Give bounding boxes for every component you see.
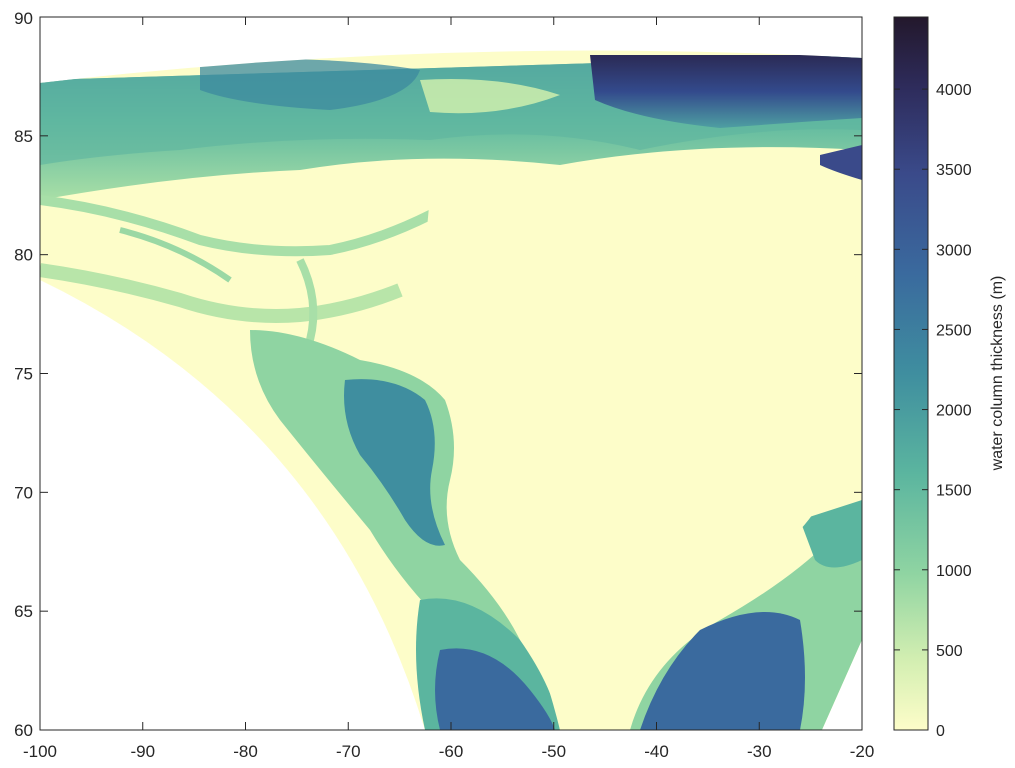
x-tick-label: -90 [130,742,155,761]
bathymetry-field [40,50,862,730]
fram-strait-deep [820,145,862,180]
lomonosov-ridge [420,79,560,114]
y-tick-label: 90 [14,9,33,28]
channel-middle [40,263,403,323]
colorbar-tick-label: 0 [936,723,945,740]
colorbar-tick-label: 1500 [936,483,972,500]
x-tick-label: -60 [439,742,464,761]
colorbar-label: water column thickness (m) [989,276,1006,472]
denmark-strait [800,500,862,568]
x-tick-label: -50 [541,742,566,761]
y-tick-label: 80 [14,246,33,265]
colorbar-ticks: 0 500 1000 1500 2000 2500 3000 3500 4000 [894,82,972,740]
colorbar-tick-label: 500 [936,643,963,660]
labrador-sea-basin [435,648,555,730]
arctic-basin-west [200,58,420,110]
greenland-landmass [426,175,858,730]
colorbar-gradient [894,17,928,730]
y-tick-label: 65 [14,602,33,621]
x-tick-label: -20 [850,742,875,761]
colorbar: 0 500 1000 1500 2000 2500 3000 3500 4000 water c… [893,16,1006,740]
y-tick-label: 75 [14,365,33,384]
baffin-bay-basin [344,379,445,546]
x-axis: -100 -90 -80 -70 -60 -50 -40 -30 -20 [23,17,874,761]
arctic-deep-basin [590,55,862,128]
channel-minor [119,227,232,283]
x-tick-label: -70 [336,742,361,761]
colorbar-tick-label: 1000 [936,563,972,580]
y-axis: 60 65 70 75 80 85 90 [14,9,862,740]
y-tick-label: 70 [14,483,33,502]
x-tick-label: -30 [747,742,772,761]
map-plot-area: -100 -90 -80 -70 -60 -50 -40 -30 -20 60 65 70 75 80 8… [14,9,874,761]
x-tick-label: -40 [644,742,669,761]
y-tick-label: 85 [14,127,33,146]
colorbar-tick-label: 4000 [936,82,972,99]
nares-strait [296,258,318,341]
colorbar-tick-label: 2000 [936,403,972,420]
colorbar-tick-label: 2500 [936,322,972,339]
x-tick-label: -80 [233,742,258,761]
colorbar-tick-label: 3500 [936,162,972,179]
x-tick-label: -100 [23,742,57,761]
colorbar-frame [893,16,929,731]
colorbar-tick-label: 3000 [936,242,972,259]
irminger-basin [640,612,805,730]
y-tick-label: 60 [14,721,33,740]
